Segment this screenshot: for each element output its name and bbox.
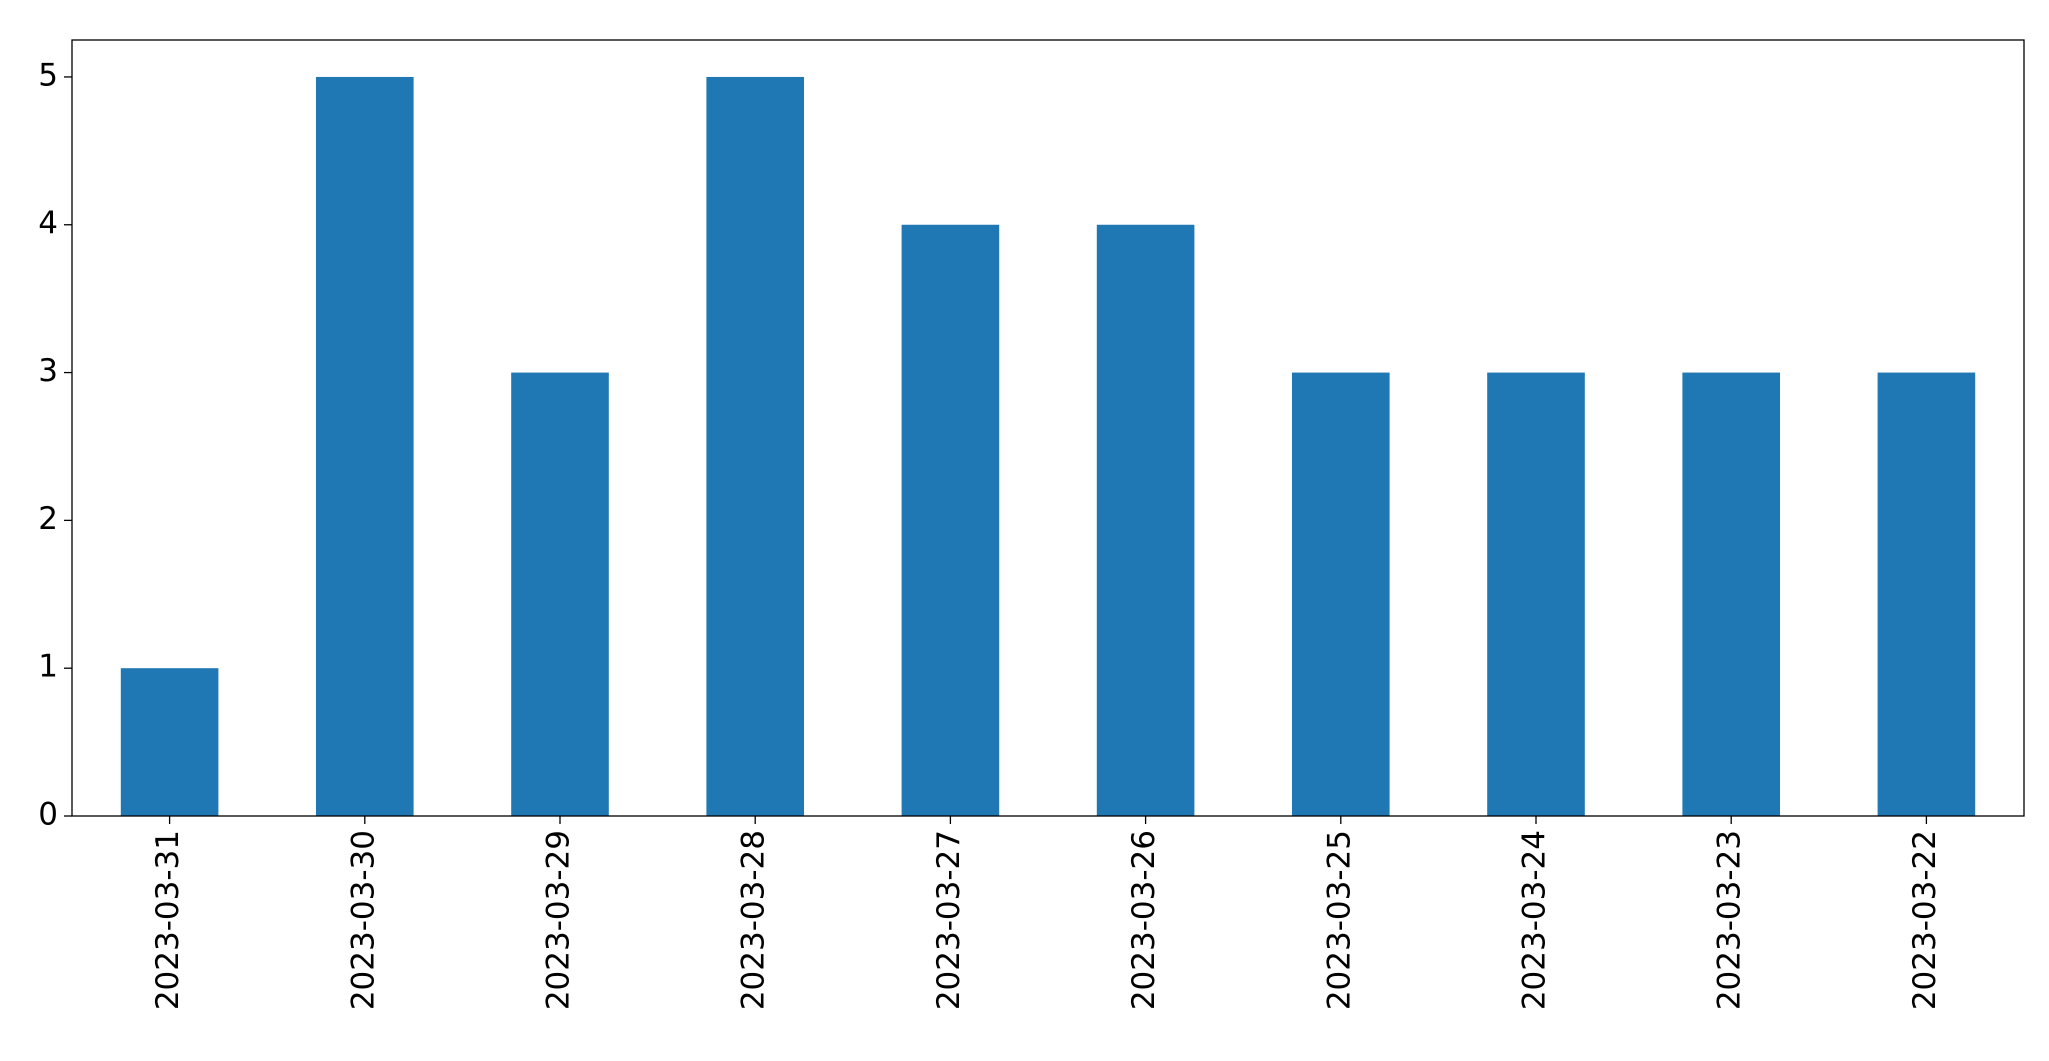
bar <box>120 668 219 816</box>
x-tick-label: 2023-03-28 <box>736 830 772 1010</box>
y-tick-label: 1 <box>38 649 58 685</box>
x-tick-label: 2023-03-24 <box>1517 830 1553 1010</box>
bar <box>1487 372 1585 816</box>
bar <box>511 372 609 816</box>
bar <box>1096 224 1195 816</box>
bar <box>1292 372 1390 816</box>
x-tick-label: 2023-03-29 <box>541 830 577 1010</box>
y-tick-label: 0 <box>38 797 58 833</box>
bar <box>1877 372 1976 816</box>
x-tick-label: 2023-03-25 <box>1321 830 1357 1010</box>
x-tick-label: 2023-03-30 <box>345 830 381 1010</box>
x-tick-label: 2023-03-26 <box>1126 830 1162 1010</box>
y-tick-label: 4 <box>38 205 58 241</box>
x-tick-label: 2023-03-27 <box>931 830 967 1010</box>
bar <box>901 224 1000 816</box>
y-tick-label: 3 <box>38 353 58 389</box>
x-tick-label: 2023-03-23 <box>1712 830 1748 1010</box>
bar <box>706 76 804 816</box>
bar <box>1682 372 1780 816</box>
axes-frame <box>71 39 2025 817</box>
bar <box>316 76 414 816</box>
y-tick-label: 2 <box>38 501 58 537</box>
x-tick-label: 2023-03-31 <box>150 830 186 1010</box>
x-tick-label: 2023-03-22 <box>1907 830 1943 1010</box>
y-tick-label: 5 <box>38 57 58 93</box>
